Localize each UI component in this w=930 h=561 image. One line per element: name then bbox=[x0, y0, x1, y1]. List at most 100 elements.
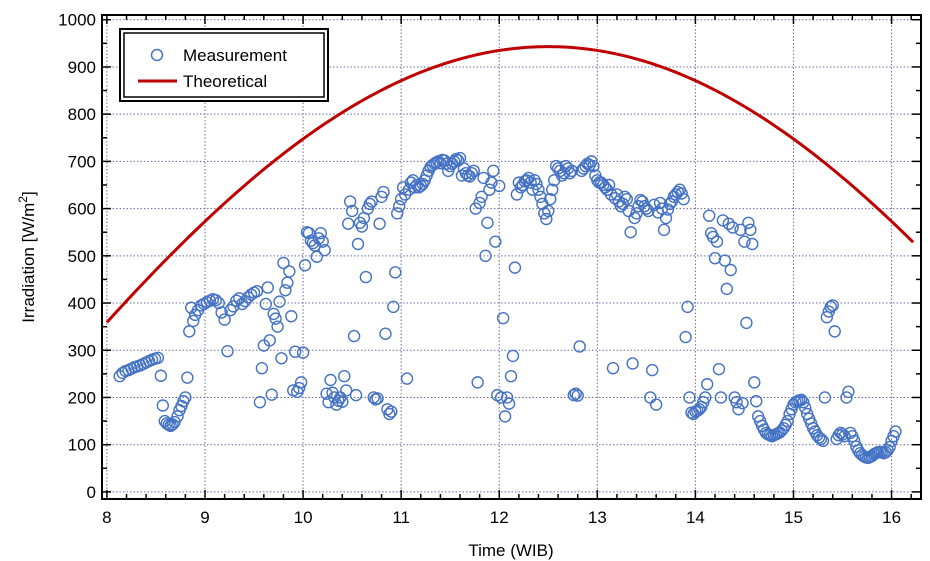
measurement-point bbox=[889, 425, 902, 438]
measurement-point bbox=[677, 192, 690, 206]
x-axis-title: Time (WIB) bbox=[468, 541, 553, 560]
measurement-point bbox=[471, 376, 484, 389]
measurement-point bbox=[746, 237, 759, 251]
measurement-point bbox=[563, 166, 577, 180]
measurement-point bbox=[279, 284, 292, 297]
y-tick-label: 100 bbox=[68, 436, 96, 455]
y-axis-title: Irradiation [W/m2] bbox=[16, 191, 38, 322]
y-tick-label: 400 bbox=[68, 294, 96, 313]
measurement-point bbox=[508, 261, 522, 274]
measurement-point bbox=[640, 202, 653, 215]
measurement-point bbox=[263, 334, 276, 347]
series-layer bbox=[105, 45, 915, 465]
measurement-point bbox=[261, 281, 274, 294]
x-tick-label: 14 bbox=[686, 508, 705, 527]
x-tick-label: 8 bbox=[102, 508, 111, 527]
measurement-point bbox=[840, 391, 853, 404]
measurement-point bbox=[363, 197, 376, 211]
measurement-point bbox=[324, 373, 337, 387]
y-tick-label: 900 bbox=[68, 58, 96, 77]
measurement-point bbox=[797, 396, 810, 409]
legend-theoretical-label: Theoretical bbox=[183, 72, 267, 91]
measurement-point bbox=[183, 325, 196, 338]
measurement-point bbox=[724, 263, 737, 277]
measurement-point bbox=[836, 428, 849, 441]
measurement-point bbox=[475, 190, 488, 204]
measurement-point bbox=[379, 327, 392, 340]
measurement-point bbox=[740, 316, 753, 330]
measurement-point bbox=[781, 414, 794, 428]
y-tick-label: 500 bbox=[68, 247, 96, 266]
measurement-point bbox=[292, 381, 306, 395]
x-tick-label: 12 bbox=[490, 508, 509, 527]
x-tick-label: 10 bbox=[294, 508, 313, 527]
measurement-point bbox=[744, 223, 757, 237]
measurement-point bbox=[465, 166, 478, 180]
measurement-point bbox=[710, 235, 724, 248]
measurement-point bbox=[312, 232, 325, 245]
y-tick-label: 600 bbox=[68, 200, 96, 219]
measurement-point bbox=[385, 405, 398, 418]
measurement-point bbox=[573, 340, 586, 353]
tick-labels: 8 9 10 11 12 13 14 15 16 0 100 200 300 400 500 600 700 80… bbox=[58, 11, 901, 527]
measurement-point bbox=[604, 188, 618, 201]
measurement-point bbox=[336, 395, 349, 408]
legend: Measurement Theoretical bbox=[119, 28, 329, 102]
measurement-point bbox=[181, 371, 194, 384]
x-tick-label: 16 bbox=[882, 508, 901, 527]
measurement-point bbox=[681, 300, 694, 314]
measurement-point bbox=[883, 440, 896, 454]
measurement-point bbox=[154, 369, 168, 382]
measurement-point bbox=[814, 432, 828, 446]
measurement-point bbox=[610, 188, 624, 201]
x-tick-label: 15 bbox=[784, 508, 803, 527]
measurement-point bbox=[702, 209, 716, 222]
measurement-point bbox=[289, 345, 302, 358]
axis-ticks bbox=[102, 15, 921, 499]
measurement-point bbox=[634, 193, 647, 207]
measurement-point bbox=[495, 391, 508, 404]
y-tick-label: 1000 bbox=[58, 11, 96, 30]
measurement-point bbox=[377, 185, 390, 199]
measurement-point bbox=[156, 399, 170, 412]
measurement-point bbox=[720, 282, 733, 296]
measurement-point bbox=[718, 254, 732, 267]
measurement-point bbox=[532, 183, 545, 196]
measurement-point bbox=[506, 349, 520, 363]
measurement-point bbox=[714, 391, 728, 404]
measurement-point bbox=[812, 431, 826, 444]
measurement-point bbox=[218, 313, 231, 326]
plot-frame bbox=[101, 14, 922, 500]
measurement-point bbox=[648, 198, 661, 212]
measurement-point bbox=[481, 216, 494, 229]
measurement-point bbox=[187, 314, 200, 328]
measurement-point bbox=[389, 266, 402, 279]
measurement-point bbox=[269, 312, 282, 325]
measurement-point bbox=[716, 214, 730, 227]
measurement-point bbox=[675, 187, 688, 200]
legend-measurement-label: Measurement bbox=[183, 46, 287, 65]
y-axis-title-close: ] bbox=[19, 191, 38, 196]
measurement-point bbox=[730, 396, 743, 409]
measurement-point bbox=[265, 388, 278, 401]
measurement-point bbox=[630, 207, 643, 220]
measurement-point bbox=[726, 221, 739, 234]
measurement-point bbox=[485, 176, 498, 189]
measurement-point bbox=[795, 393, 808, 407]
measurement-point bbox=[544, 192, 557, 206]
measurement-point bbox=[734, 223, 747, 237]
measurement-point bbox=[209, 294, 222, 307]
measurement-point bbox=[351, 237, 365, 251]
measurement-point bbox=[408, 181, 422, 194]
measurement-point bbox=[700, 378, 714, 391]
measurement-point bbox=[400, 372, 414, 385]
measurement-point bbox=[273, 295, 286, 308]
legend-box-outer bbox=[119, 28, 329, 102]
measurement-point bbox=[453, 151, 467, 165]
measurement-point bbox=[341, 217, 355, 230]
measurement-point bbox=[275, 352, 288, 365]
measurement-point bbox=[530, 177, 543, 191]
measurement-point bbox=[473, 196, 486, 210]
measurement-point bbox=[818, 391, 832, 404]
measurement-point bbox=[626, 357, 639, 370]
